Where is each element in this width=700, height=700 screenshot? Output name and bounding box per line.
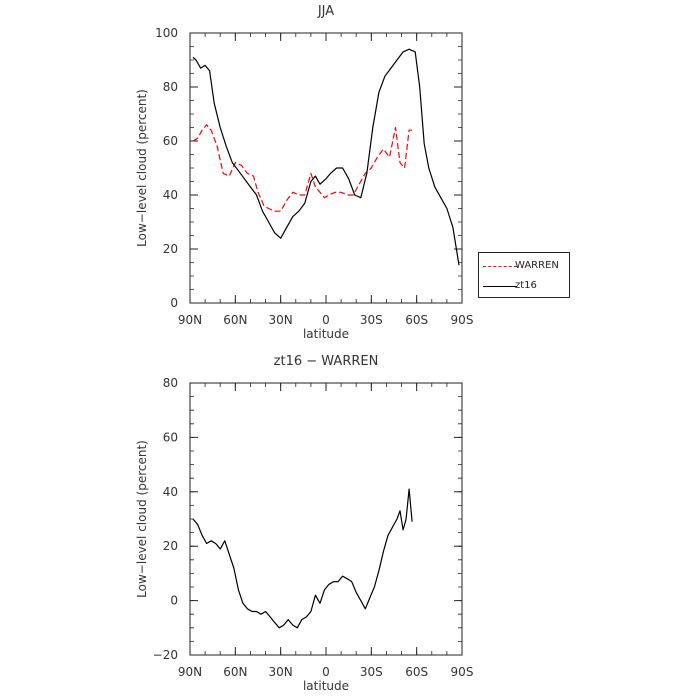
legend-item-warren: WARREN	[479, 257, 571, 277]
panel-1-x-axis-label: latitude	[303, 327, 349, 341]
legend-label-zt16: zt16	[515, 280, 537, 291]
panel-2-y-tick-label: 0	[170, 594, 178, 608]
panel-1-y-tick-label: 20	[163, 242, 178, 256]
legend-item-zt16: zt16	[479, 277, 571, 297]
panel-2-x-tick-label: 30S	[360, 665, 383, 679]
panel-2-x-tick-label: 30N	[269, 665, 293, 679]
panel-1-minor-ticks	[189, 32, 463, 304]
panel-1-x-tick-label: 30S	[360, 313, 383, 327]
panel-1-x-tick-label: 90N	[178, 313, 202, 327]
panel-1-x-tick-label: 90S	[451, 313, 474, 327]
panel-2-y-axis-label: Low−level cloud (percent)	[135, 440, 149, 598]
panel-2-frame	[189, 382, 463, 656]
panel-1-title: JJA	[317, 4, 334, 19]
panel-1-series-warren-line	[192, 124, 413, 212]
panel-2-series-difference-line	[192, 488, 413, 629]
panel-1-x-tick-label: 60S	[405, 313, 428, 327]
panel-2-x-tick-label: 90S	[451, 665, 474, 679]
panel-1-series-zt16-line	[192, 48, 460, 266]
panel-2-x-tick-label: 60N	[223, 665, 247, 679]
panel-2-x-tick-label: 60S	[405, 665, 428, 679]
panel-1-y-tick-label: 80	[163, 80, 178, 94]
panel-1-y-tick-label: 40	[163, 188, 178, 202]
panel-2-title: zt16 − WARREN	[274, 354, 379, 369]
panel-2-x-tick-label: 90N	[178, 665, 202, 679]
panel-1-y-tick-label: 0	[170, 296, 178, 310]
panel-1-y-tick-label: 60	[163, 134, 178, 148]
panel-2-x-tick-label: 0	[322, 665, 330, 679]
panel-1-y-axis-label: Low−level cloud (percent)	[135, 89, 149, 247]
panel-1-x-tick-label: 60N	[223, 313, 247, 327]
panel-1-x-tick-label: 0	[322, 313, 330, 327]
panel-2-y-tick-label: 60	[163, 430, 178, 444]
panel-2-minor-ticks	[189, 382, 463, 656]
panel-2-y-tick-label: −20	[153, 648, 178, 662]
legend-label-warren: WARREN	[515, 260, 559, 271]
legend-swatch-warren	[483, 266, 517, 267]
panel-1-frame	[189, 32, 463, 304]
panel-1-y-tick-label: 100	[155, 26, 178, 40]
panel-1-x-tick-label: 30N	[269, 313, 293, 327]
panel-2-y-tick-label: 40	[163, 485, 178, 499]
panel-2-y-tick-label: 80	[163, 376, 178, 390]
panel-2-x-axis-label: latitude	[303, 679, 349, 693]
panel-2-y-tick-label: 20	[163, 539, 178, 553]
legend-swatch-zt16	[483, 286, 517, 287]
legend: WARREN zt16	[478, 252, 570, 298]
